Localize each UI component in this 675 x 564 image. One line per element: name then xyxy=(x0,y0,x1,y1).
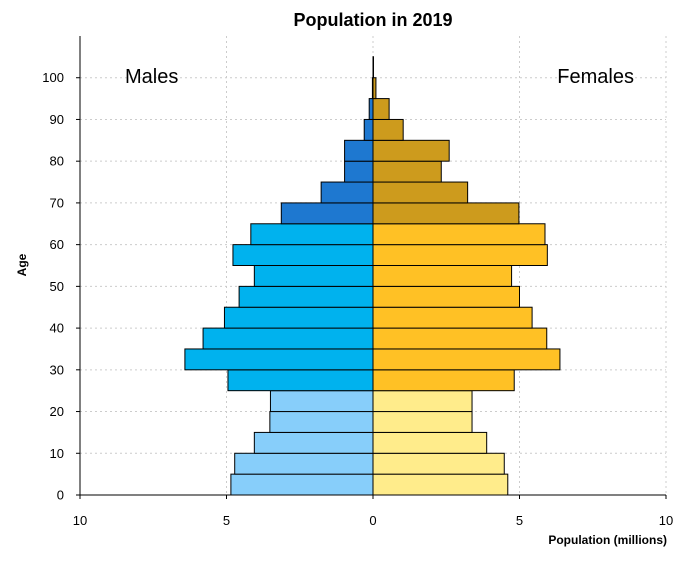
female-bar xyxy=(372,202,520,225)
male-bar xyxy=(230,473,374,496)
female-bar xyxy=(372,390,473,413)
females-annotation: Females xyxy=(557,66,634,88)
female-bar xyxy=(372,139,450,162)
x-tick-label: 10 xyxy=(659,513,673,528)
male-bar xyxy=(344,139,374,162)
male-bar xyxy=(223,306,374,329)
female-bar xyxy=(372,431,488,454)
male-bar xyxy=(269,390,374,413)
male-bar xyxy=(202,327,374,350)
male-bar xyxy=(227,369,374,392)
y-tick-label: 50 xyxy=(50,279,64,294)
male-bar xyxy=(250,223,374,246)
female-bar xyxy=(372,244,548,267)
y-tick-label: 90 xyxy=(50,112,64,127)
y-tick-label: 60 xyxy=(50,237,64,252)
female-bar xyxy=(372,98,390,120)
female-bar xyxy=(372,160,442,183)
y-axis-label: Age xyxy=(15,253,29,276)
female-bar xyxy=(372,473,509,496)
male-bar xyxy=(253,265,374,287)
y-tick-label: 100 xyxy=(42,70,64,85)
x-tick-label: 10 xyxy=(73,513,87,528)
male-bar xyxy=(344,160,374,183)
y-tick-label: 40 xyxy=(50,321,64,336)
female-bar xyxy=(372,181,469,204)
female-bar xyxy=(372,306,533,329)
y-tick-label: 10 xyxy=(50,446,64,461)
male-bar xyxy=(368,98,374,120)
bars xyxy=(184,56,561,496)
male-bar xyxy=(320,181,374,204)
axes xyxy=(76,36,667,499)
female-bar xyxy=(372,348,561,371)
female-bar xyxy=(372,223,546,246)
female-bar xyxy=(372,452,505,475)
female-bar xyxy=(372,327,548,350)
male-bar xyxy=(269,411,374,433)
female-bar xyxy=(372,285,520,308)
chart-title: Population in 2019 xyxy=(293,10,452,30)
female-bar xyxy=(372,411,473,433)
x-tick-label: 5 xyxy=(516,513,523,528)
y-tick-label: 70 xyxy=(50,195,64,210)
y-tick-label: 0 xyxy=(57,488,64,503)
male-bar xyxy=(184,348,374,371)
female-bar xyxy=(372,265,513,287)
y-tick-label: 30 xyxy=(50,362,64,377)
y-tick-label: 80 xyxy=(50,154,64,169)
x-axis-label: Population (millions) xyxy=(548,533,667,547)
male-bar xyxy=(234,452,374,475)
male-bar xyxy=(232,244,374,267)
y-tick-label: 20 xyxy=(50,404,64,419)
male-bar xyxy=(280,202,374,225)
female-bar xyxy=(372,369,515,392)
male-bar xyxy=(253,431,374,454)
males-annotation: Males xyxy=(125,66,178,88)
male-bar xyxy=(363,118,374,141)
male-bar xyxy=(238,285,374,308)
female-bar xyxy=(372,118,404,141)
x-tick-label: 0 xyxy=(369,513,376,528)
x-tick-label: 5 xyxy=(223,513,230,528)
